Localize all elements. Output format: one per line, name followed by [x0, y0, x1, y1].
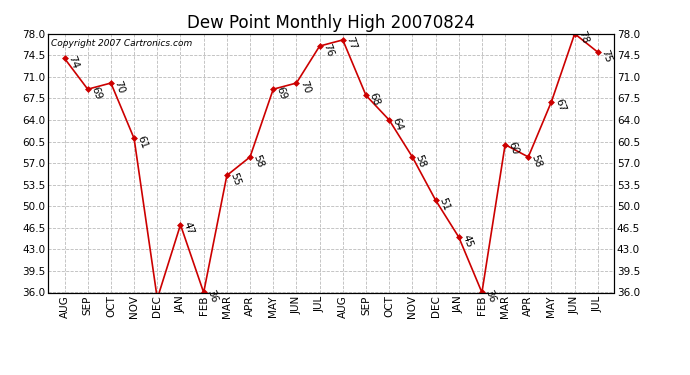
Text: 58: 58 [530, 153, 544, 169]
Text: 55: 55 [228, 171, 242, 187]
Text: 51: 51 [437, 196, 451, 212]
Title: Dew Point Monthly High 20070824: Dew Point Monthly High 20070824 [187, 14, 475, 32]
Text: 74: 74 [66, 54, 80, 70]
Text: 36: 36 [205, 288, 219, 304]
Text: Copyright 2007 Cartronics.com: Copyright 2007 Cartronics.com [51, 39, 193, 48]
Text: 69: 69 [275, 85, 288, 101]
Text: 76: 76 [321, 42, 335, 58]
Text: 61: 61 [135, 134, 150, 150]
Text: 75: 75 [599, 48, 613, 64]
Text: 47: 47 [182, 220, 196, 236]
Text: 36: 36 [483, 288, 497, 304]
Text: 58: 58 [251, 153, 266, 169]
Text: 35: 35 [0, 374, 1, 375]
Text: 60: 60 [506, 141, 520, 156]
Text: 67: 67 [553, 98, 566, 113]
Text: 58: 58 [414, 153, 428, 169]
Text: 78: 78 [576, 30, 590, 45]
Text: 70: 70 [112, 79, 126, 94]
Text: 70: 70 [298, 79, 312, 94]
Text: 68: 68 [367, 91, 382, 107]
Text: 69: 69 [89, 85, 103, 101]
Text: 77: 77 [344, 36, 358, 52]
Text: 64: 64 [391, 116, 404, 132]
Text: 45: 45 [460, 233, 474, 249]
